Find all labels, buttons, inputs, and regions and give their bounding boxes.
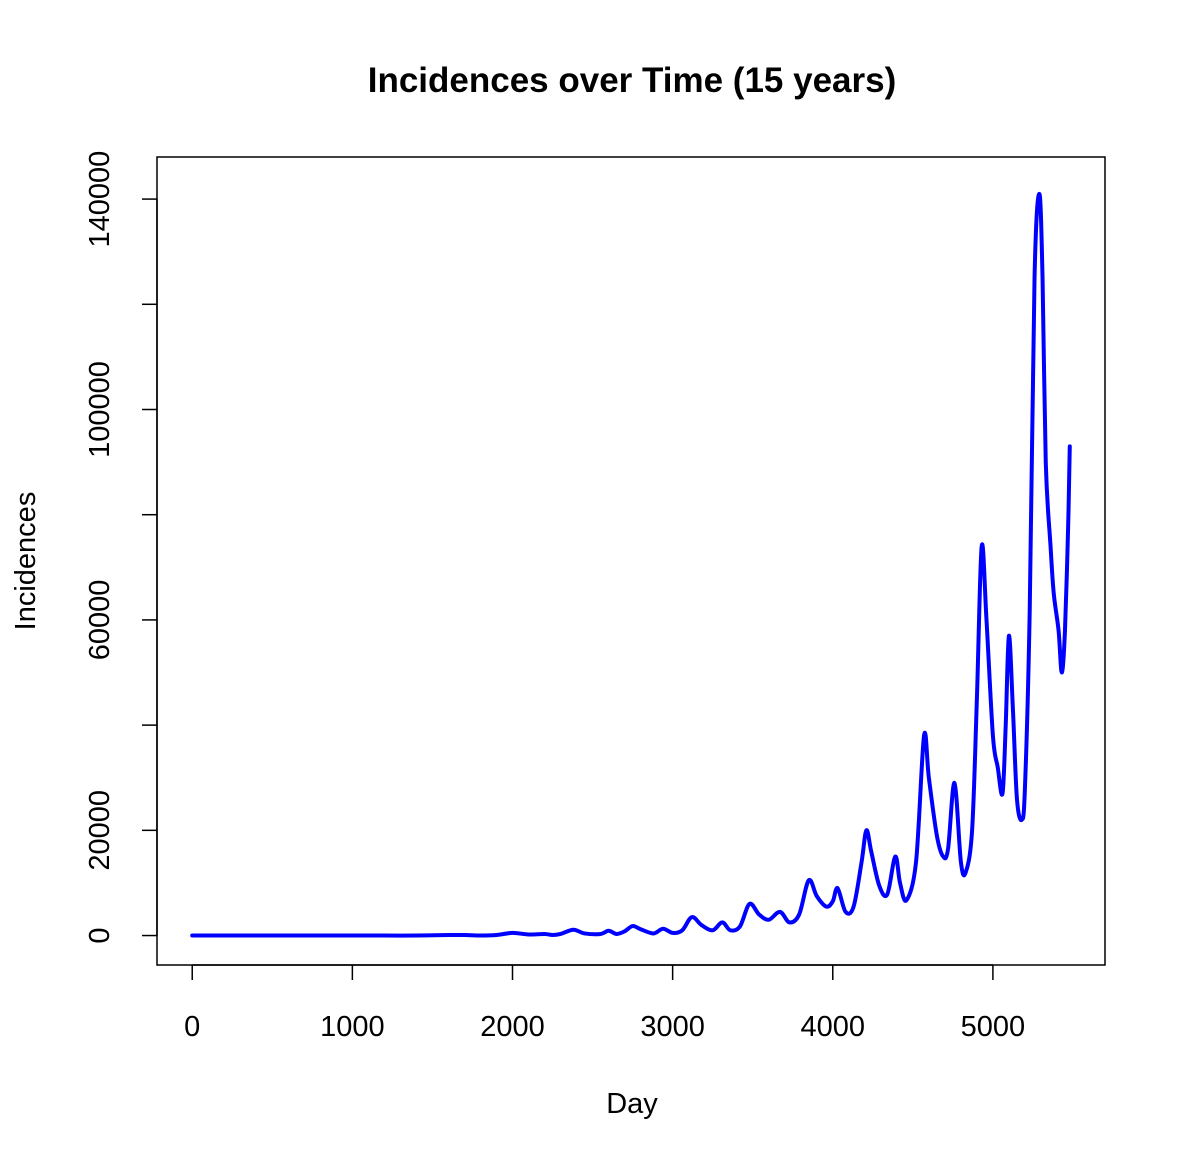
- series-line: [190, 191, 1072, 938]
- y-tick-label: 0: [84, 927, 116, 943]
- y-tick-label: 60000: [84, 580, 116, 661]
- x-tick-label: 5000: [961, 1011, 1026, 1043]
- x-axis: 0 1000 2000 3000 4000 5000: [184, 964, 1026, 1043]
- y-axis-label: Incidences: [10, 492, 42, 631]
- x-tick-label: 1000: [320, 1011, 385, 1043]
- x-tick-label: 3000: [640, 1011, 705, 1043]
- y-tick-label: 100000: [84, 361, 116, 458]
- y-axis: 0 20000 60000 100000 140000: [84, 151, 158, 944]
- y-tick-label: 20000: [84, 790, 116, 871]
- x-tick-label: 4000: [801, 1011, 866, 1043]
- x-axis-label: Day: [606, 1088, 658, 1120]
- x-tick-label: 0: [184, 1011, 200, 1043]
- chart-title: Incidences over Time (15 years): [368, 61, 897, 100]
- x-tick-label: 2000: [480, 1011, 545, 1043]
- y-tick-label: 140000: [84, 151, 116, 248]
- plot-area-frame: [156, 156, 1106, 966]
